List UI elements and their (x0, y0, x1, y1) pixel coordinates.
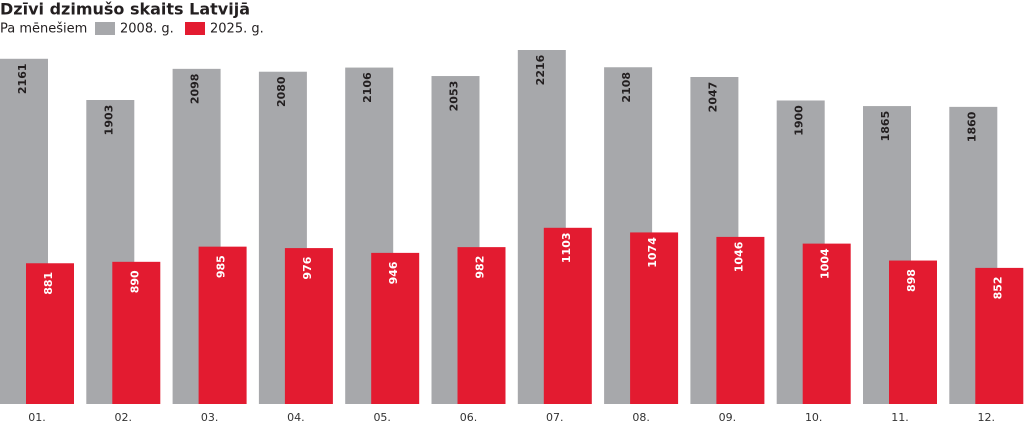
x-tick-label: 06. (460, 411, 478, 424)
value-label: 1903 (102, 105, 115, 136)
bar (112, 261, 161, 404)
x-tick-label: 05. (373, 411, 391, 424)
value-label: 982 (474, 256, 487, 279)
x-tick-label: 09. (719, 411, 737, 424)
bar (198, 246, 247, 404)
x-tick-label: 12. (978, 411, 996, 424)
value-label: 2108 (620, 72, 633, 103)
value-label: 1074 (646, 237, 659, 268)
x-tick-label: 08. (632, 411, 650, 424)
bar (889, 260, 937, 404)
x-tick-label: 02. (115, 411, 133, 424)
value-label: 2106 (361, 72, 374, 103)
value-label: 890 (128, 270, 141, 293)
x-tick-label: 03. (201, 411, 219, 424)
legend-swatch (95, 22, 115, 35)
x-tick-label: 01. (28, 411, 46, 424)
value-label: 2047 (706, 82, 719, 113)
value-label: 976 (301, 256, 314, 279)
value-label: 1004 (819, 248, 832, 279)
value-label: 881 (42, 272, 55, 295)
x-tick-label: 10. (805, 411, 823, 424)
value-label: 2080 (275, 76, 288, 107)
bar (26, 263, 74, 404)
value-label: 1103 (560, 232, 573, 263)
value-label: 2216 (534, 54, 547, 85)
x-tick-label: 07. (546, 411, 564, 424)
value-label: 1865 (879, 111, 892, 142)
legend-label: 2025. g. (210, 22, 264, 37)
value-label: 1860 (965, 111, 978, 142)
value-label: 852 (991, 276, 1004, 299)
legend: 2008. g. 2025. g. (95, 22, 264, 37)
chart-title: Dzīvi dzimušo skaits Latvijā (0, 0, 250, 19)
value-label: 985 (215, 255, 228, 278)
value-label: 1900 (793, 105, 806, 136)
bar (802, 243, 851, 404)
bar (284, 248, 333, 404)
value-label: 946 (387, 261, 400, 284)
value-label: 898 (905, 269, 918, 292)
legend-swatch (185, 22, 205, 35)
bar (630, 232, 679, 404)
bar (371, 252, 420, 404)
value-label: 2161 (16, 63, 29, 94)
plot: 2161 1903 2098 2080 2106 2053 2216 2108 2047 1900… (0, 50, 1024, 424)
value-label: 2053 (448, 81, 461, 112)
x-tick-label: 04. (287, 411, 305, 424)
bar (543, 227, 592, 404)
legend-label: 2008. g. (120, 22, 174, 37)
chart-subtitle: Pa mēnešiem (0, 22, 87, 37)
bar (975, 267, 1024, 404)
x-tick-label: 11. (891, 411, 909, 424)
value-label: 1046 (732, 241, 745, 272)
value-label: 2098 (189, 74, 202, 105)
bar (457, 247, 506, 404)
bar (716, 236, 765, 404)
